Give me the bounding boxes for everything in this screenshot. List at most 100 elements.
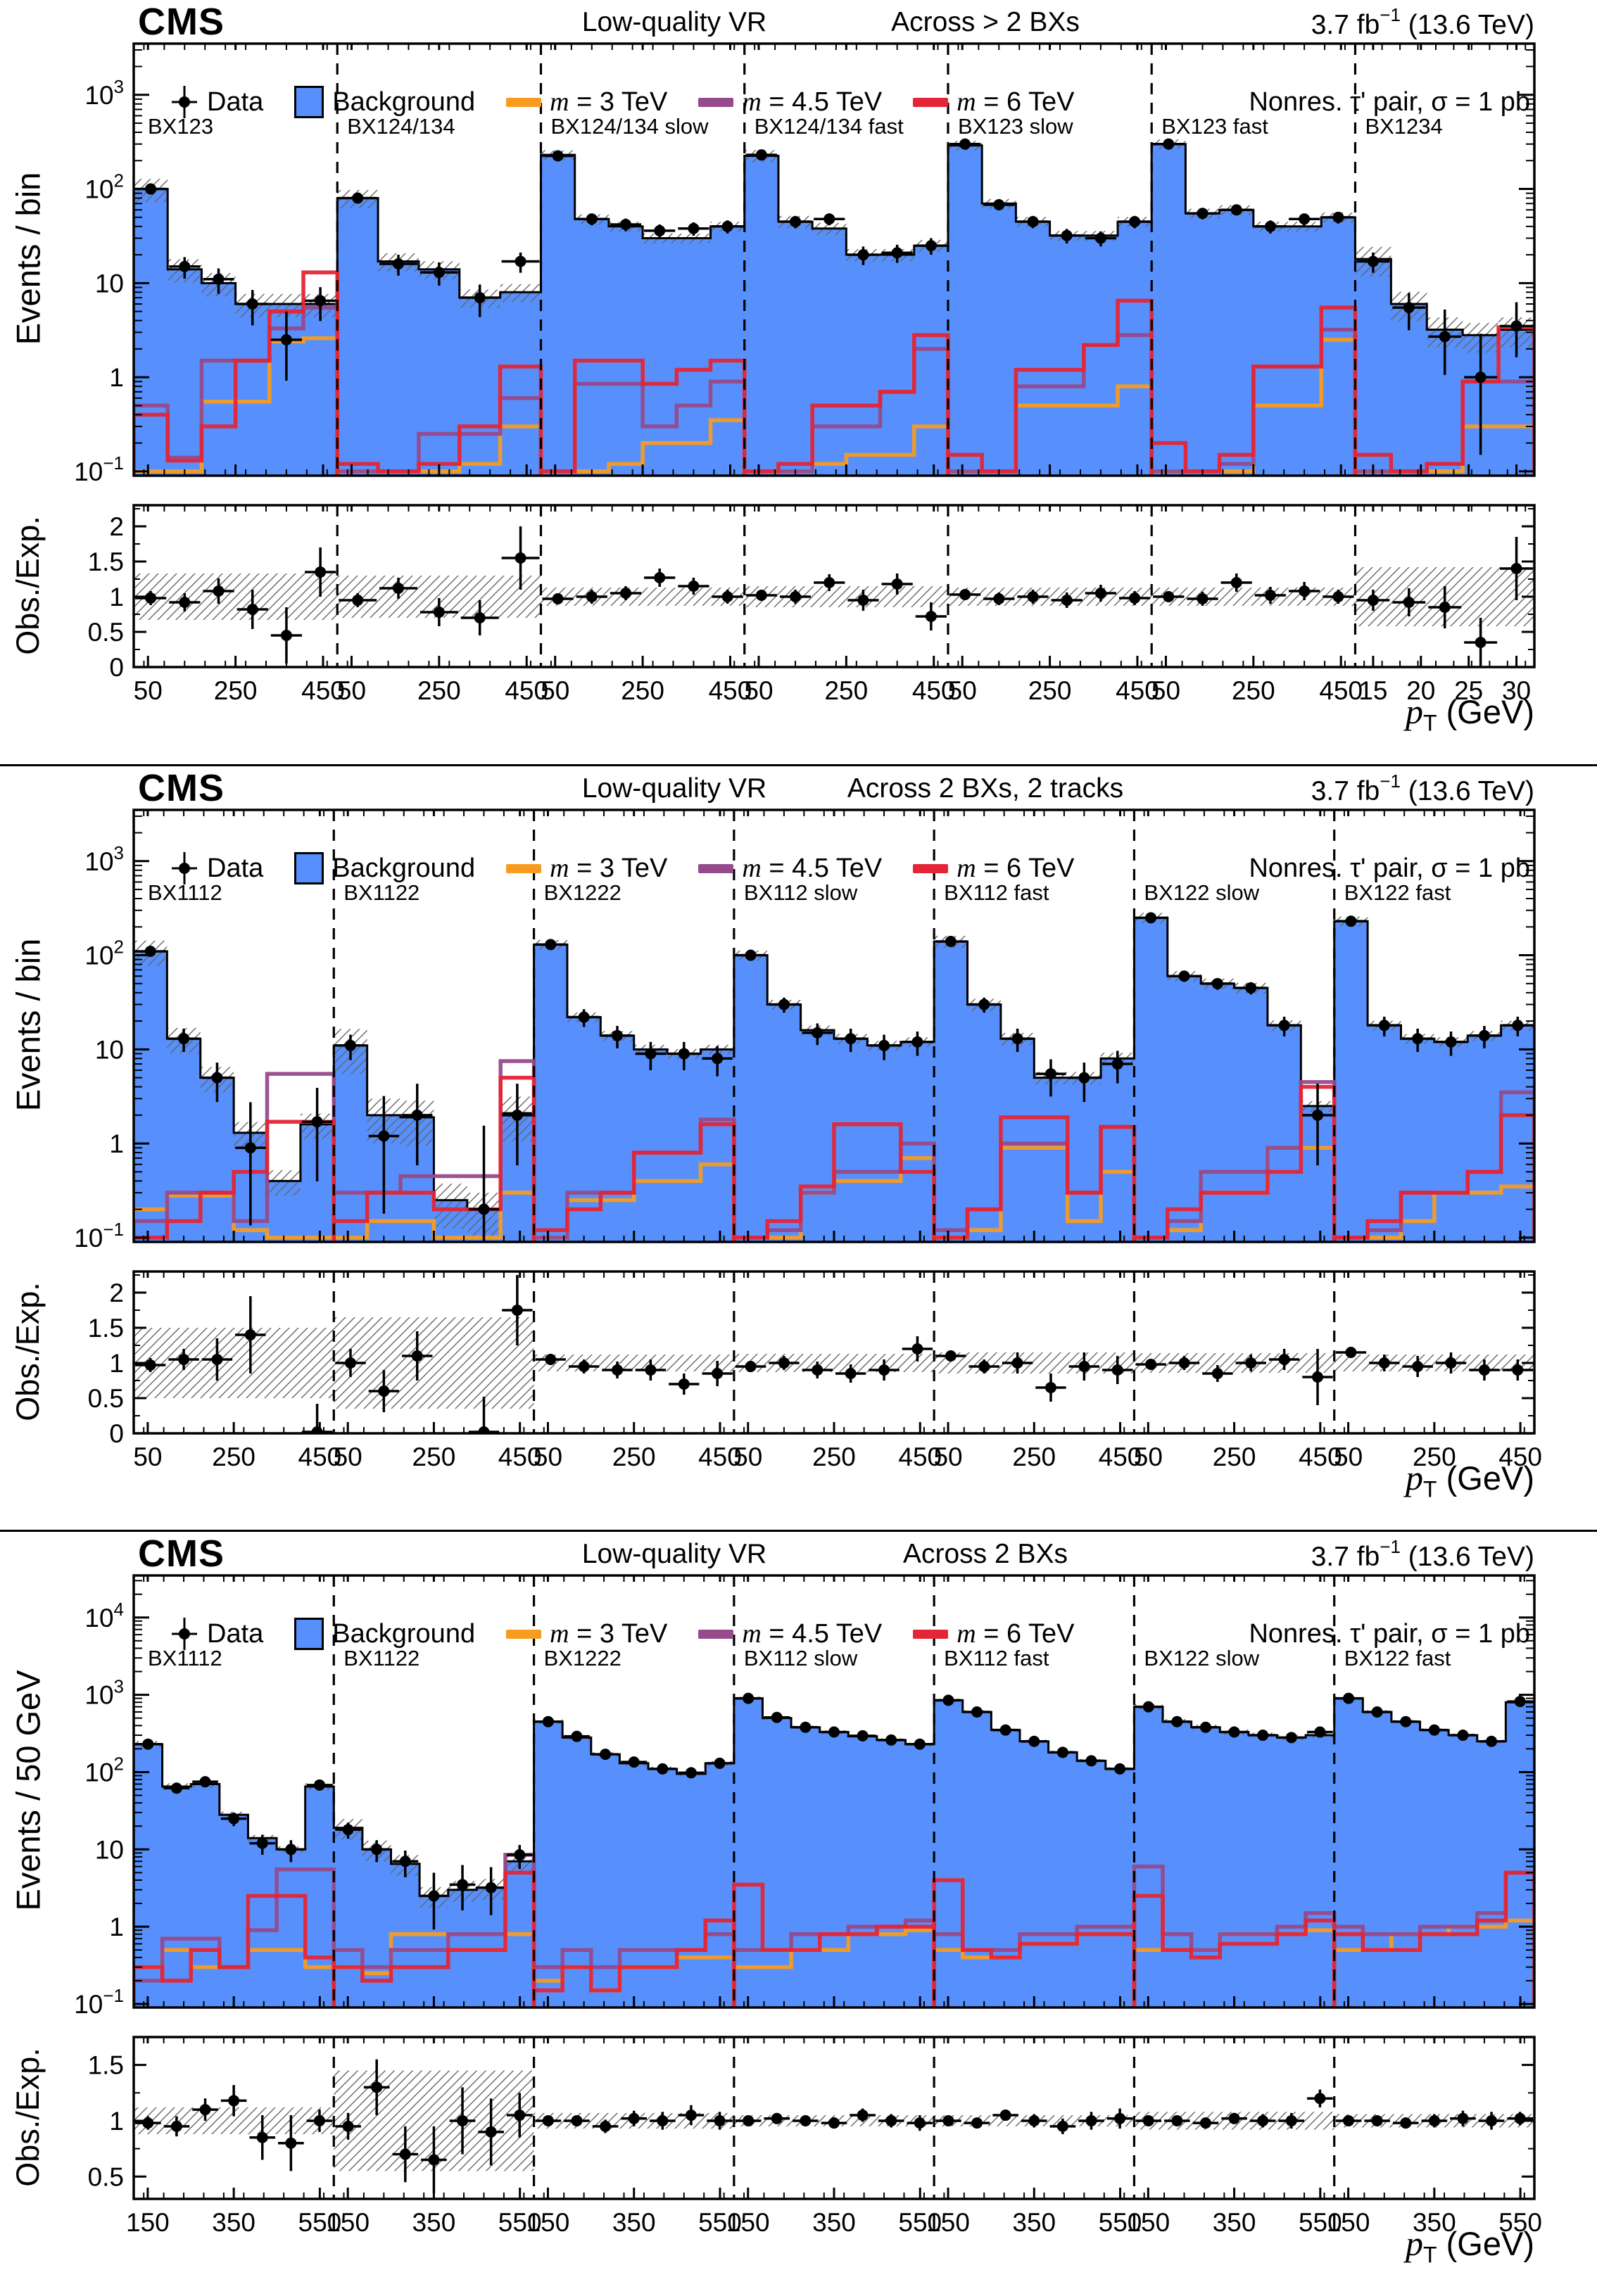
data-point xyxy=(1345,915,1357,927)
ratio-point xyxy=(1400,2117,1412,2129)
data-point xyxy=(914,1738,926,1750)
legend-item-signal-3tev: m = 3 TeV xyxy=(506,87,667,118)
ratio-point xyxy=(1197,593,1208,604)
ratio-tick-label: 1 xyxy=(109,1349,124,1378)
x-tick-label: 150 xyxy=(526,2208,570,2237)
data-point xyxy=(857,1730,869,1742)
x-tick-label: 550 xyxy=(898,2208,942,2237)
ratio-point xyxy=(1514,2112,1526,2124)
data-point xyxy=(878,1039,890,1051)
x-tick-label: 50 xyxy=(534,1442,562,1471)
signal-4p5tev-histogram xyxy=(332,1853,536,2008)
data-point xyxy=(1230,204,1242,216)
ratio-uncertainty-band xyxy=(134,1328,334,1398)
signal-3tev-swatch-icon xyxy=(506,97,542,107)
data-point xyxy=(170,1782,182,1794)
x-tick-label: 250 xyxy=(1213,1442,1256,1471)
ratio-plot-area xyxy=(134,1271,1534,1433)
ratio-point xyxy=(620,588,632,599)
signal-6tev-histogram xyxy=(134,270,339,476)
legend-label: Data xyxy=(207,853,264,883)
data-point xyxy=(1343,1692,1355,1704)
ratio-point xyxy=(578,1361,590,1372)
x-tick-label: 250 xyxy=(214,676,258,705)
signal-6tev-swatch-icon xyxy=(913,1629,949,1639)
region-label: BX112 fast xyxy=(944,1646,1049,1670)
ratio-plot-area xyxy=(134,505,1534,667)
data-point xyxy=(256,1837,268,1849)
x-tick-label: 450 xyxy=(505,676,548,705)
lumi-exponent: −1 xyxy=(1380,1536,1401,1557)
data-marker-icon xyxy=(172,1618,197,1650)
x-tick-label: 150 xyxy=(326,2208,370,2237)
ratio-point xyxy=(978,1361,990,1372)
data-point xyxy=(1056,1746,1068,1758)
legend-label: m = 6 TeV xyxy=(957,1619,1075,1649)
data-point xyxy=(925,240,937,252)
signal-6tev-histogram xyxy=(531,1122,736,1242)
ratio-point xyxy=(1228,2112,1240,2124)
ratio-point xyxy=(1245,1357,1257,1369)
selection-label: Low-quality VR xyxy=(581,773,767,804)
region-label: BX112 slow xyxy=(744,880,858,905)
ratio-point xyxy=(1457,2112,1469,2124)
signal-3tev-histogram xyxy=(732,1928,936,2008)
data-point xyxy=(600,1749,612,1761)
x-tick-label: 450 xyxy=(709,676,752,705)
x-tick-label: 250 xyxy=(1028,676,1072,705)
ratio-point xyxy=(771,2112,783,2124)
ratio-point xyxy=(170,2120,182,2132)
legend-item-signal-6tev: m = 6 TeV xyxy=(913,853,1075,884)
y-tick-label: 102 xyxy=(84,170,124,204)
legend-label: Background xyxy=(332,1618,476,1649)
ratio-point xyxy=(1027,591,1039,602)
signal-4p5tev-swatch-icon xyxy=(698,1629,734,1639)
x-tick-label: 550 xyxy=(698,2208,742,2237)
x-tick-label: 150 xyxy=(1327,2208,1370,2237)
data-marker-icon xyxy=(172,852,197,884)
region-label: BX122 fast xyxy=(1344,1646,1451,1670)
ratio-point xyxy=(142,2117,154,2129)
legend-label: Data xyxy=(207,1618,264,1649)
ratio-point xyxy=(1486,2114,1498,2126)
lumi-label: 3.7 fb−1 (13.6 TeV) xyxy=(1311,770,1534,807)
legend-label: m = 6 TeV xyxy=(957,87,1075,117)
ratio-tick-label: 1.5 xyxy=(88,2051,124,2080)
y-tick-label: 1 xyxy=(109,363,124,392)
data-point xyxy=(1178,970,1190,982)
x-tick-label: 350 xyxy=(212,2208,255,2237)
ratio-point xyxy=(485,2126,497,2138)
legend-item-signal-4p5tev: m = 4.5 TeV xyxy=(698,1618,882,1649)
x-tick-label: 50 xyxy=(1134,1442,1163,1471)
data-point xyxy=(1028,1735,1040,1747)
data-point xyxy=(280,334,292,345)
data-point xyxy=(721,220,733,232)
ratio-point xyxy=(1111,1364,1123,1376)
ratio-tick-label: 0.5 xyxy=(88,1384,124,1413)
ratio-point xyxy=(178,1354,190,1365)
x-tick-label: 250 xyxy=(1413,1442,1456,1471)
ratio-point xyxy=(1199,2117,1211,2129)
ratio-point xyxy=(313,2114,325,2126)
data-point xyxy=(179,260,191,272)
ratio-point xyxy=(845,1368,857,1379)
legend: Data Background m = 3 TeV m = 4.5 TeV m … xyxy=(170,849,1530,887)
ratio-point xyxy=(199,2104,211,2116)
ratio-point xyxy=(1378,1357,1390,1369)
data-point xyxy=(688,222,700,234)
ratio-frame xyxy=(132,504,1536,668)
data-point xyxy=(945,936,957,948)
ratio-point xyxy=(285,2137,297,2149)
legend-label: m = 3 TeV xyxy=(550,87,668,117)
background-histogram xyxy=(134,144,1534,476)
data-point xyxy=(712,1053,724,1065)
ratio-point xyxy=(1403,597,1415,608)
ratio-point xyxy=(1211,1368,1223,1379)
y-tick-label: 104 xyxy=(84,1599,124,1632)
ratio-point xyxy=(511,1305,523,1316)
ratio-point xyxy=(311,1426,323,1433)
lumi-label: 3.7 fb−1 (13.6 TeV) xyxy=(1311,1536,1534,1573)
data-point xyxy=(1378,1020,1390,1032)
ratio-point xyxy=(1445,1357,1457,1369)
